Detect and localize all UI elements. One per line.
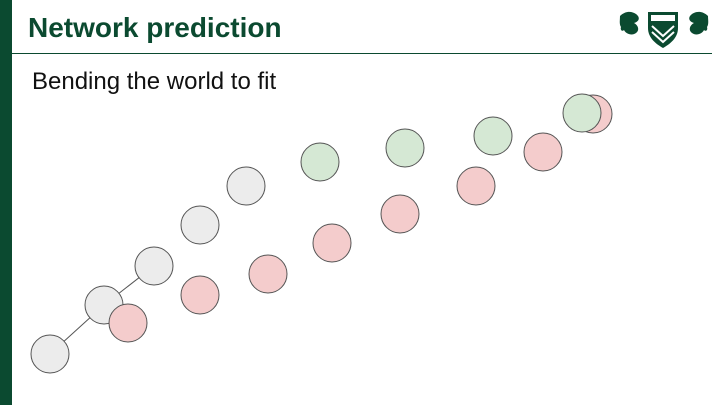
red-node — [108, 303, 148, 343]
slide-title: Network prediction — [28, 12, 282, 43]
gray-node — [30, 334, 70, 374]
university-crest-logo — [619, 11, 709, 48]
red-node — [456, 166, 496, 206]
red-node — [312, 223, 352, 263]
gray-node — [226, 166, 266, 206]
green-node — [473, 116, 513, 156]
gray-node — [180, 205, 220, 245]
slide-subtitle: Bending the world to fit — [32, 68, 277, 95]
title-divider — [12, 53, 712, 54]
gray-node — [134, 246, 174, 286]
red-node — [380, 194, 420, 234]
dragon-left-icon — [619, 11, 639, 35]
red-node — [180, 275, 220, 315]
dragon-right-icon — [689, 11, 709, 35]
red-node — [248, 254, 288, 294]
green-node — [385, 128, 425, 168]
left-accent-bar — [0, 0, 12, 405]
green-node — [300, 142, 340, 182]
red-node — [523, 132, 563, 172]
green-node — [562, 93, 602, 133]
